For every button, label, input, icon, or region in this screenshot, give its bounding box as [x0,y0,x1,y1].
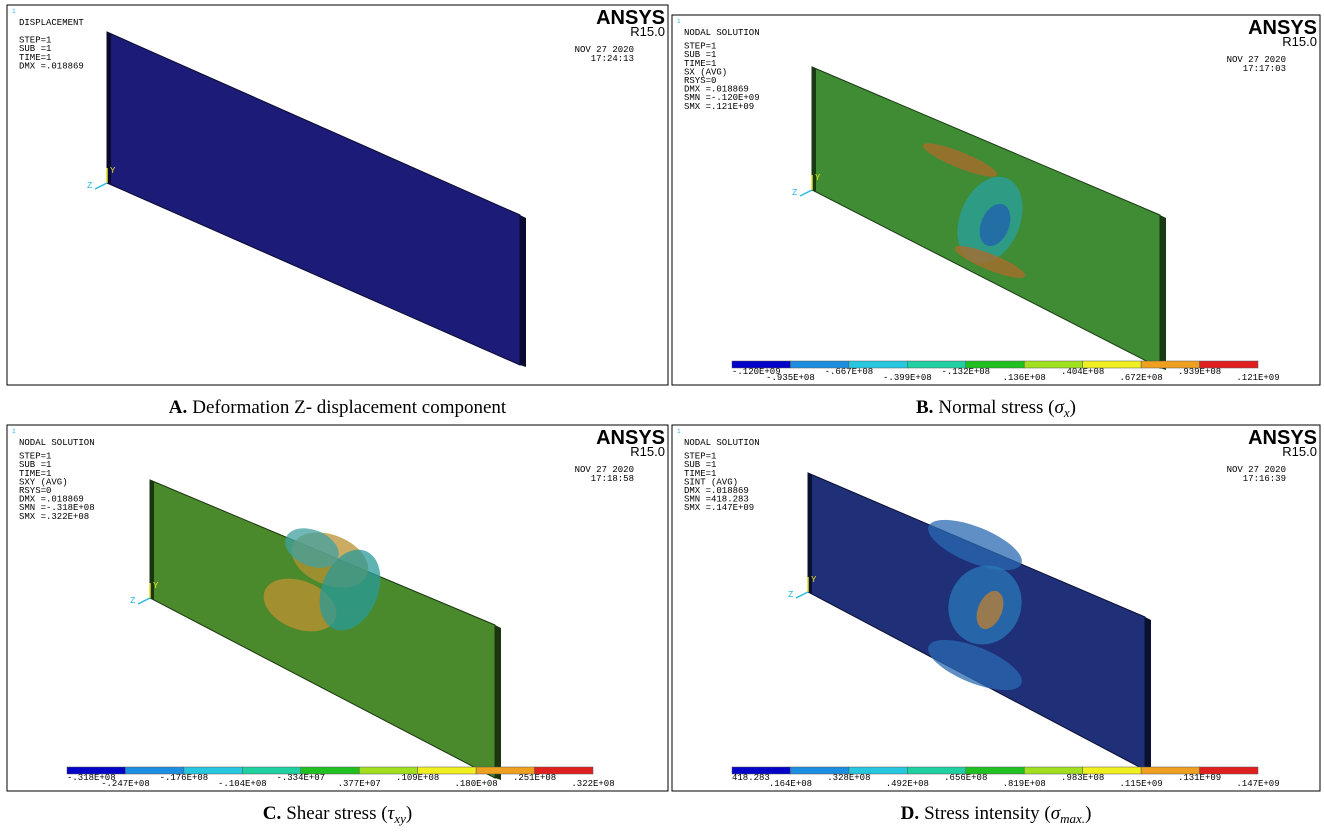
plate-edge [1160,215,1166,370]
caption-end: ) [1085,803,1091,824]
version: R15.0 [630,24,665,39]
header-line: SMX =.322E+08 [19,512,89,522]
time: 17:16:39 [1243,474,1286,484]
legend-label: .115E+09 [1120,779,1163,789]
header-line: DMX =.018869 [19,61,84,71]
caption: A.Deformation Z- displacement component [169,397,507,418]
axis-label: Y [110,166,116,176]
legend-label: -.667E+08 [825,367,874,377]
caption: C.Shear stress (τxy) [263,803,412,826]
caption-end: ) [406,803,412,824]
header-line: NODAL SOLUTION [684,28,760,38]
time: 17:24:13 [591,54,634,64]
caption-text: Shear stress ( [286,803,387,824]
caption-text: Stress intensity ( [924,803,1051,824]
caption-subscript: xy [393,811,406,826]
legend-label: .404E+08 [1061,367,1104,377]
figure: 1DISPLACEMENTSTEP=1SUB =1TIME=1DMX =.018… [0,0,1324,833]
legend-label: .164E+08 [769,779,812,789]
plate-edge [107,32,111,185]
caption: D.Stress intensity (σmax.) [901,803,1092,826]
legend-label: .131E+09 [1178,773,1221,783]
legend-label: -.247E+08 [101,779,150,789]
header-line: NODAL SOLUTION [19,438,95,448]
legend-label: -.104E+08 [218,779,267,789]
caption-text: Normal stress ( [938,397,1054,418]
legend-label: .147E+09 [1236,779,1279,789]
axis-label: Y [815,173,821,183]
legend-label: .819E+08 [1003,779,1046,789]
axis-label: Z [788,590,794,600]
legend-label: -.334E+07 [276,773,325,783]
legend-label: .672E+08 [1120,373,1163,383]
version: R15.0 [1282,34,1317,49]
plate-edge [1145,617,1151,772]
legend-label: .180E+08 [455,779,498,789]
plate-edge [520,215,526,367]
axis-label: Z [130,596,136,606]
legend-label: -.399E+08 [883,373,932,383]
legend-label: .983E+08 [1061,773,1104,783]
legend-label: .492E+08 [886,779,929,789]
legend-label: -.132E+08 [941,367,990,377]
time: 17:17:03 [1243,64,1286,74]
caption-label: A. [169,397,187,418]
legend-label: .377E+07 [338,779,381,789]
window-number: 1 [12,8,16,15]
header-line: NODAL SOLUTION [684,438,760,448]
header-line: SMX =.147E+09 [684,503,754,513]
caption-end: ) [1070,397,1076,418]
legend-label: .322E+08 [571,779,614,789]
caption-label: D. [901,803,919,824]
legend-label: .328E+08 [827,773,870,783]
axis-label: Z [87,181,93,191]
legend-label: -.176E+08 [160,773,209,783]
legend-label: 418.283 [732,773,770,783]
version: R15.0 [630,444,665,459]
axis-label: Y [811,575,817,585]
plate-edge [495,625,501,780]
window-number: 1 [677,18,681,25]
legend-label: .136E+08 [1003,373,1046,383]
legend-label: .121E+09 [1236,373,1279,383]
version: R15.0 [1282,444,1317,459]
header-line: DISPLACEMENT [19,18,84,28]
caption-text: Deformation Z- displacement component [192,397,507,418]
window-number: 1 [12,428,16,435]
caption-label: C. [263,803,281,824]
legend-label: .251E+08 [513,773,556,783]
caption-label: B. [916,397,933,418]
axis-label: Z [792,188,798,198]
caption: B.Normal stress (σx) [916,397,1076,420]
panel: 1NODAL SOLUTIONSTEP=1SUB =1TIME=1SXY (AV… [7,425,668,826]
header-line: SMX =.121E+09 [684,102,754,112]
legend-label: .109E+08 [396,773,439,783]
time: 17:18:58 [591,474,634,484]
legend-label: -.935E+08 [766,373,815,383]
axis-label: Y [153,581,159,591]
caption-subscript: max. [1060,811,1085,826]
legend-label: .656E+08 [944,773,987,783]
window-number: 1 [677,428,681,435]
legend-label: .939E+08 [1178,367,1221,377]
